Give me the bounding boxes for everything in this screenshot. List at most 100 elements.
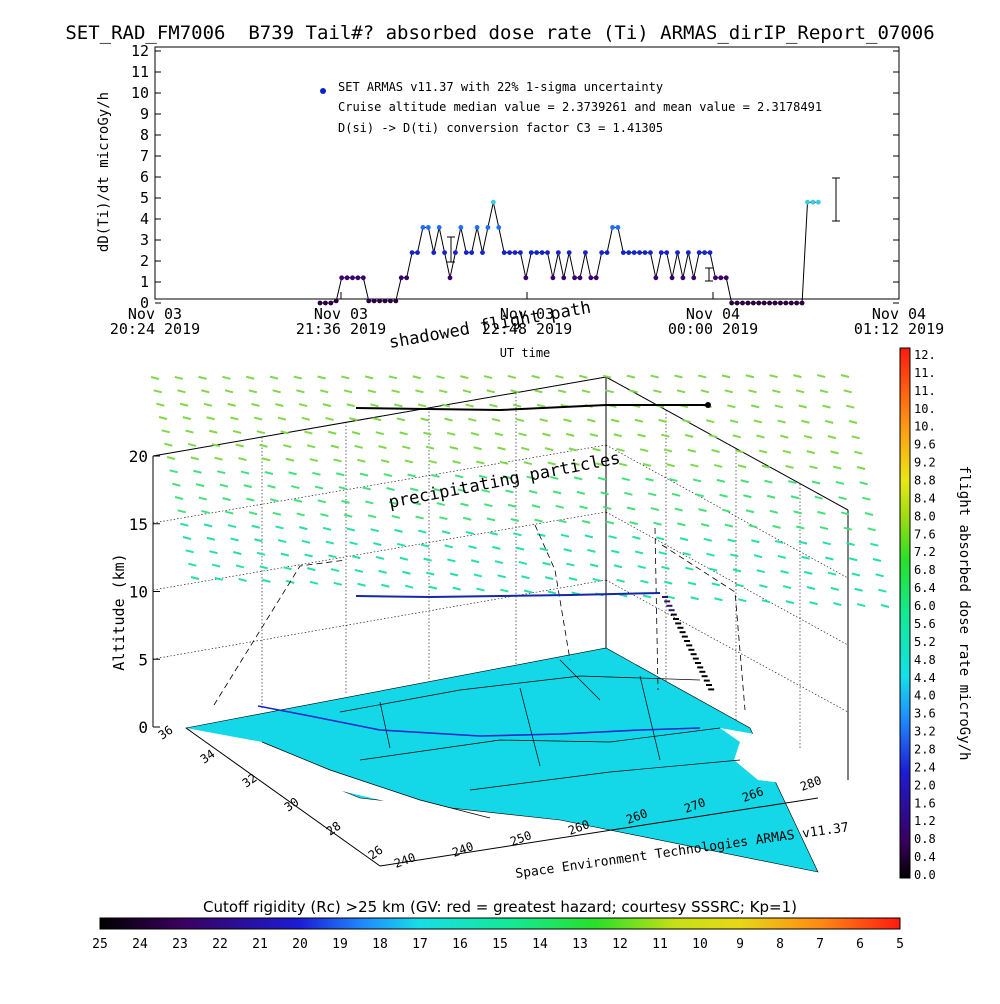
particle-arrow [843, 389, 852, 394]
cutoff-colorbar: Cutoff rigidity (Rc) >25 km (GV: red = g… [92, 898, 904, 952]
particle-arrow [307, 567, 316, 572]
particle-arrow [439, 516, 448, 521]
dose-point [512, 250, 518, 256]
latitude-axis: 36 34 32 30 28 26 [156, 723, 386, 863]
particle-arrow [285, 457, 295, 462]
particle-arrow [848, 557, 858, 562]
dose-colorbar-tick: 1.6 [914, 796, 936, 810]
particle-arrow [222, 497, 231, 502]
particle-arrow [724, 523, 734, 528]
particle-arrow [372, 417, 382, 422]
ocean-region [186, 728, 548, 832]
particle-arrow [436, 502, 445, 507]
x-tick-label-date: Nov 03 [500, 305, 554, 323]
particle-arrow [404, 459, 414, 464]
particle-arrow [608, 535, 617, 540]
particle-arrow [277, 416, 287, 421]
particle-arrow [462, 389, 472, 394]
particle-arrow [766, 494, 776, 499]
particle-arrow [402, 570, 411, 575]
particle-arrow [190, 456, 200, 461]
y-tick-label: 3 [140, 231, 149, 249]
particle-arrow [394, 403, 403, 408]
precipitating-particles-label: precipitating particles [387, 448, 622, 513]
particle-arrow [238, 457, 247, 462]
particle-arrow [177, 509, 186, 514]
particle-arrow [552, 490, 562, 495]
altitude-axis: 0 5 10 15 20 [129, 447, 160, 737]
particle-arrow [555, 374, 564, 379]
particle-arrow [745, 374, 755, 379]
particle-arrow [438, 389, 448, 394]
particle-arrow [637, 565, 646, 570]
cutoff-colorbar-tick: 7 [816, 937, 824, 952]
cutoff-colorbar-tick: 12 [612, 937, 628, 952]
dose-point [583, 250, 588, 256]
particle-arrow [185, 429, 194, 434]
particle-arrow [510, 389, 519, 394]
particle-arrow [441, 403, 451, 408]
dose-colorbar-tick: 9.2 [914, 456, 936, 470]
particle-arrow [793, 510, 802, 515]
dose-point [815, 199, 821, 205]
particle-arrow [843, 526, 853, 531]
particle-arrow [230, 537, 239, 542]
particle-arrow [544, 576, 554, 581]
particle-arrow [703, 537, 713, 542]
particle-arrow [460, 502, 469, 507]
dose-point [323, 300, 328, 306]
particle-arrow [751, 539, 760, 544]
particle-arrow [351, 431, 361, 435]
dose-point [778, 300, 783, 306]
dose-colorbar-tick: 2.8 [914, 742, 936, 756]
particle-arrow [153, 389, 162, 394]
particle-arrow [536, 403, 546, 408]
dose-point [333, 298, 339, 304]
y-tick-label: 8 [140, 126, 149, 144]
altitude-axis-label: Altitude (km) [110, 553, 128, 670]
particle-arrow [428, 585, 438, 590]
particle-arrow [494, 560, 504, 565]
particle-arrow [634, 550, 644, 555]
particle-arrow [190, 576, 200, 580]
particle-arrow [774, 539, 784, 544]
particle-arrow [750, 404, 760, 409]
particle-arrow [547, 590, 557, 595]
particle-arrow [666, 595, 676, 600]
particle-arrow [581, 389, 591, 394]
particle-arrow [758, 449, 768, 454]
particle-arrow [772, 524, 781, 529]
particle-arrow [859, 481, 868, 486]
y-tick-label: 4 [140, 210, 149, 228]
particle-arrow [531, 374, 540, 379]
particle-arrow [705, 419, 715, 424]
particle-arrow [256, 551, 266, 556]
particle-arrow [399, 431, 408, 436]
dose-point [696, 250, 702, 256]
dose-point [523, 275, 529, 281]
dose-point [425, 225, 431, 230]
particle-arrow [579, 505, 588, 510]
particle-arrow [211, 443, 221, 448]
cutoff-colorbar-label: Cutoff rigidity (Rc) >25 km (GV: red = g… [203, 898, 797, 916]
particle-arrow [785, 600, 795, 605]
particle-arrow [470, 432, 480, 436]
particle-arrow [222, 375, 231, 380]
particle-arrow [254, 538, 263, 543]
particle-arrow [365, 500, 374, 505]
cutoff-colorbar-tick: 10 [692, 937, 708, 952]
cutoff-colorbar-tick: 14 [532, 937, 548, 952]
particle-arrow [846, 404, 855, 409]
y-tick-label: 0 [140, 294, 149, 312]
particle-arrow [378, 569, 387, 574]
particle-arrow [354, 568, 364, 573]
particle-arrow [359, 472, 369, 477]
particle-arrow [809, 601, 818, 606]
x-tick-label-time: 20:24 2019 [110, 320, 200, 338]
particle-arrow [172, 482, 181, 487]
particle-arrow [357, 582, 366, 587]
particle-arrow [840, 511, 850, 516]
dose-point [463, 250, 469, 256]
particle-arrow [262, 578, 271, 583]
cutoff-colorbar-tick: 15 [492, 937, 508, 952]
